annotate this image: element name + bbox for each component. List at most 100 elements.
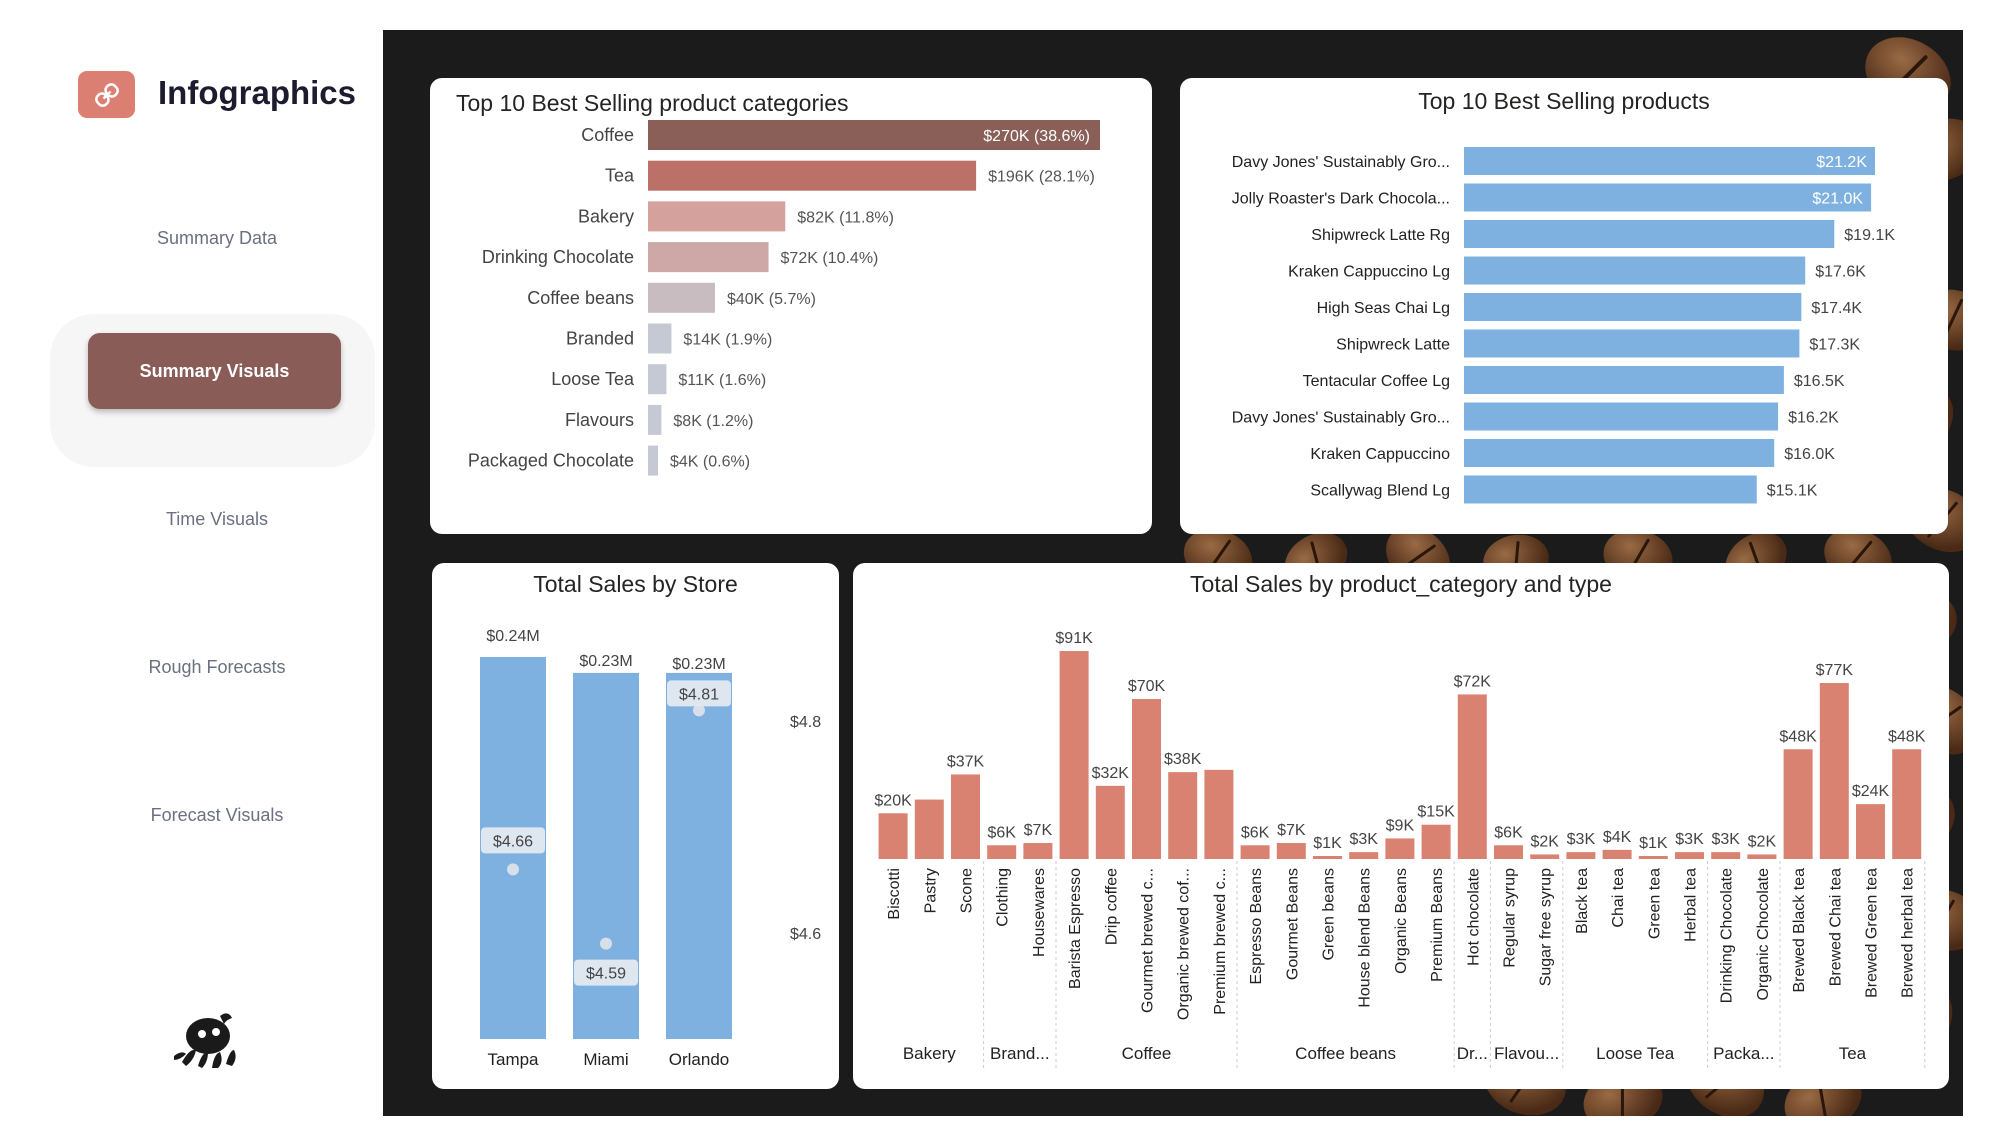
product-label: Shipwreck Latte <box>1336 337 1450 354</box>
store-bar[interactable] <box>666 672 732 1039</box>
category-bar[interactable] <box>648 242 769 273</box>
type-bar[interactable] <box>1675 852 1704 859</box>
product-value-label: $17.3K <box>1809 337 1860 354</box>
type-group-label: Dr... <box>1457 1044 1488 1063</box>
type-group-label: Packa... <box>1713 1044 1774 1063</box>
type-value-label: $70K <box>1128 678 1166 695</box>
product-bar[interactable] <box>1464 293 1802 321</box>
store-category-label: Tampa <box>487 1050 539 1069</box>
type-bar[interactable] <box>1023 843 1053 859</box>
category-bar[interactable] <box>648 404 662 435</box>
type-bar[interactable] <box>1313 856 1342 859</box>
type-value-label: $48K <box>1779 728 1817 745</box>
kraken-logo-icon <box>174 1013 236 1068</box>
category-label: Coffee <box>581 125 634 145</box>
store-value-label: $0.23M <box>672 656 725 673</box>
product-bar[interactable] <box>1464 183 1872 212</box>
product-bar[interactable] <box>1464 475 1757 504</box>
nav-summary-data[interactable]: Summary Data <box>156 228 278 248</box>
type-value-label: $9K <box>1386 817 1415 834</box>
type-bar[interactable] <box>1457 694 1487 859</box>
type-value-label: $38K <box>1164 751 1202 768</box>
product-bar[interactable] <box>1464 366 1784 394</box>
nav-time-visuals[interactable]: Time Visuals <box>165 509 269 529</box>
link-icon <box>94 82 119 107</box>
category-bar[interactable] <box>648 201 786 232</box>
type-bar[interactable] <box>1494 845 1523 859</box>
type-bar[interactable] <box>1892 749 1922 859</box>
type-category-label: Scone <box>959 868 976 913</box>
nav-rough-forecasts[interactable]: Rough Forecasts <box>148 657 286 677</box>
type-category-label: Premium Beans <box>1429 868 1446 982</box>
category-bar[interactable] <box>648 364 667 395</box>
type-value-label: $20K <box>874 792 912 809</box>
secondary-axis-tick: $4.6 <box>790 926 821 943</box>
product-bar[interactable] <box>1464 402 1779 431</box>
avg-price-point[interactable] <box>507 863 519 876</box>
type-bar[interactable] <box>951 774 980 859</box>
category-label: Flavours <box>565 410 634 430</box>
type-bar[interactable] <box>1783 749 1813 859</box>
type-bar[interactable] <box>1856 804 1885 859</box>
product-value-label: $16.5K <box>1794 373 1845 390</box>
type-bar[interactable] <box>1819 683 1849 859</box>
category-label: Tea <box>605 166 635 186</box>
type-bar[interactable] <box>987 845 1017 859</box>
product-label: Jolly Roaster's Dark Chocola... <box>1232 191 1450 208</box>
type-bar[interactable] <box>1385 838 1415 859</box>
product-bar[interactable] <box>1464 147 1875 175</box>
product-label: Kraken Cappuccino Lg <box>1288 264 1450 281</box>
avg-price-point[interactable] <box>600 937 612 950</box>
type-value-label: $6K <box>1494 824 1523 841</box>
type-bar[interactable] <box>1602 849 1632 859</box>
product-value-label: $17.4K <box>1811 300 1862 317</box>
type-bar[interactable] <box>1349 852 1379 859</box>
category-bar[interactable] <box>648 282 715 313</box>
type-category-label: Premium brewed c... <box>1212 868 1229 1015</box>
type-value-label: $37K <box>947 753 985 770</box>
nav-summary-visuals[interactable]: Summary Visuals <box>88 333 341 409</box>
category-value-label: $72K (10.4%) <box>781 250 879 267</box>
type-chart: $20K Biscotti Pastry $37K Scone $6K Clothing $7… <box>874 630 1926 1069</box>
avg-price-point[interactable] <box>693 704 705 717</box>
type-bar[interactable] <box>1711 852 1741 859</box>
category-value-label: $40K (5.7%) <box>727 291 816 308</box>
type-value-label: $48K <box>1888 728 1926 745</box>
product-bar[interactable] <box>1464 256 1806 285</box>
category-bar[interactable] <box>648 160 977 191</box>
type-group-label: Loose Tea <box>1596 1044 1675 1063</box>
type-panel: Total Sales by product_category and type… <box>853 563 1949 1089</box>
product-bar[interactable] <box>1464 220 1835 248</box>
type-bar[interactable] <box>1421 824 1451 859</box>
category-bar[interactable] <box>648 120 1100 150</box>
type-category-label: Organic Chocolate <box>1755 868 1772 1001</box>
categories-title: Top 10 Best Selling product categories <box>456 90 849 116</box>
categories-panel: Top 10 Best Selling product categories C… <box>430 78 1152 534</box>
nav-forecast-visuals[interactable]: Forecast Visuals <box>150 805 284 825</box>
type-bar[interactable] <box>1276 843 1306 859</box>
type-bar[interactable] <box>914 799 944 859</box>
category-value-label: $8K (1.2%) <box>673 413 753 430</box>
type-bar[interactable] <box>1095 785 1125 859</box>
type-bar[interactable] <box>1638 856 1668 859</box>
type-bar[interactable] <box>878 813 908 859</box>
type-value-label: $72K <box>1454 673 1492 690</box>
categories-chart: Coffee $270K (38.6%) Tea $196K (28.1%) Baker… <box>468 120 1100 476</box>
product-label: Davy Jones' Sustainably Gro... <box>1232 154 1450 171</box>
type-bar[interactable] <box>1059 651 1089 859</box>
type-bar[interactable] <box>1132 699 1161 859</box>
product-bar[interactable] <box>1464 329 1800 358</box>
type-bar[interactable] <box>1747 854 1777 859</box>
type-bar[interactable] <box>1530 854 1560 859</box>
category-bar[interactable] <box>648 323 672 354</box>
category-label: Drinking Chocolate <box>482 247 634 267</box>
product-bar[interactable] <box>1464 439 1775 467</box>
category-bar[interactable] <box>648 445 658 476</box>
product-value-label: $16.2K <box>1788 410 1839 427</box>
type-group-label: Coffee beans <box>1295 1044 1396 1063</box>
type-bar[interactable] <box>1168 772 1198 859</box>
type-bar[interactable] <box>1204 769 1234 859</box>
type-value-label: $7K <box>1024 822 1053 839</box>
type-bar[interactable] <box>1566 852 1596 859</box>
type-bar[interactable] <box>1240 845 1270 859</box>
